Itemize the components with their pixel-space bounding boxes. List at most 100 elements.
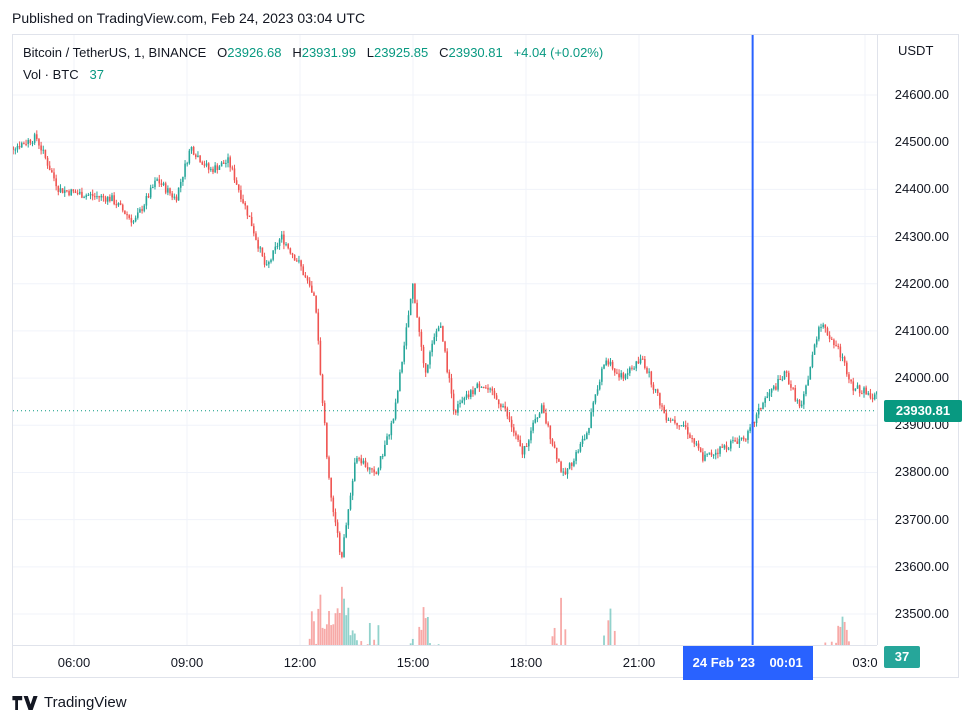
tradingview-logo-icon	[12, 695, 38, 710]
candle-body	[113, 195, 115, 205]
candle-body	[401, 361, 403, 373]
tradingview-footer[interactable]: TradingView	[12, 694, 127, 711]
candle-body	[115, 204, 118, 206]
candle-body	[287, 244, 289, 249]
candle-body	[790, 384, 792, 388]
candle-body	[250, 216, 253, 227]
candle-body	[583, 438, 586, 440]
candle-body	[130, 217, 133, 223]
time-tick-label: 15:00	[396, 655, 430, 670]
candle-body	[577, 451, 580, 453]
symbol-title[interactable]: Bitcoin / TetherUS, 1, BINANCE	[23, 45, 207, 60]
candle-body	[442, 326, 444, 342]
ohlc-legend[interactable]: Bitcoin / TetherUS, 1, BINANCE O23926.68…	[23, 45, 603, 60]
candle-body	[654, 389, 657, 391]
candle-body	[547, 423, 549, 426]
candle-body	[91, 194, 94, 197]
candle-body	[485, 387, 487, 389]
candle-body	[783, 371, 786, 380]
candle-body	[227, 157, 229, 163]
candle-body	[800, 404, 803, 407]
candle-body	[285, 244, 287, 246]
candle-body	[182, 176, 184, 182]
candle-body	[566, 468, 569, 475]
candle-body	[807, 379, 809, 386]
price-tick-label: 24500.00	[894, 134, 949, 150]
volume-bar	[560, 597, 562, 667]
candle-body	[295, 260, 298, 262]
candle-body	[199, 155, 201, 163]
candle-body	[674, 419, 676, 423]
candle-body	[405, 327, 408, 346]
candle-body	[659, 393, 661, 406]
candle-body	[311, 285, 313, 293]
candle-body	[534, 418, 537, 423]
candle-body	[682, 425, 685, 427]
open-value: 23926.68	[227, 45, 282, 60]
candle-body	[532, 422, 534, 431]
candle-body	[291, 253, 294, 255]
candle-body	[830, 338, 833, 340]
volume-bar	[843, 621, 846, 667]
candle-body	[375, 472, 378, 474]
chart-pane[interactable]: Bitcoin / TetherUS, 1, BINANCE O23926.68…	[1, 35, 904, 667]
volume-bar	[420, 629, 423, 667]
candle-body	[656, 389, 659, 394]
price-tick-label: 24200.00	[894, 275, 949, 291]
candle-body	[96, 196, 98, 198]
candle-body	[336, 522, 339, 533]
currency-label[interactable]: USDT	[898, 43, 934, 58]
candle-body	[693, 438, 696, 444]
candle-body	[545, 412, 547, 424]
candle-body	[815, 339, 818, 345]
candle-body	[124, 210, 126, 215]
candle-body	[76, 193, 79, 195]
open-label: O	[217, 45, 228, 60]
candle-body	[745, 439, 747, 441]
candle-body	[680, 425, 683, 427]
candle-body	[493, 390, 496, 396]
candle-body	[261, 247, 264, 257]
candle-body	[439, 326, 442, 328]
candle-body	[768, 392, 771, 397]
candle-body	[424, 363, 427, 373]
candle-body	[777, 379, 779, 390]
volume-value: 37	[89, 67, 104, 82]
candle-body	[278, 239, 281, 247]
candle-body	[169, 188, 171, 194]
candle-body	[369, 468, 371, 470]
candle-body	[641, 358, 644, 360]
candle-body	[25, 143, 27, 145]
candle-body	[399, 372, 401, 391]
candle-body	[760, 408, 762, 410]
price-tick-label: 24000.00	[894, 370, 949, 386]
candle-body	[72, 189, 75, 192]
candle-body	[706, 453, 708, 455]
candle-body	[121, 204, 124, 211]
candle-body	[87, 194, 90, 196]
volume-bar	[609, 608, 612, 667]
candle-body	[422, 346, 425, 364]
candle-body	[265, 264, 268, 266]
candle-body	[179, 181, 182, 188]
candle-body	[203, 164, 206, 166]
volume-bar	[319, 594, 322, 667]
candle-body	[474, 388, 476, 395]
candle-body	[334, 512, 337, 523]
candle-body	[596, 389, 599, 395]
candle-body	[349, 495, 352, 510]
price-tick-label: 23800.00	[894, 464, 949, 480]
candle-body	[652, 384, 655, 390]
volume-legend[interactable]: Vol · BTC 37	[23, 67, 104, 82]
candle-body	[139, 209, 141, 213]
published-caption: Published on TradingView.com, Feb 24, 20…	[12, 10, 366, 26]
candle-body	[497, 399, 500, 405]
price-axis[interactable]: USDT 24600.00 24500.00 24400.00 24300.00 242…	[877, 35, 962, 668]
candle-body	[427, 364, 429, 373]
price-tick-label: 23600.00	[894, 558, 949, 574]
candlestick-chart[interactable]	[1, 35, 904, 667]
candle-body	[691, 437, 693, 439]
candles	[1, 130, 904, 559]
candle-body	[560, 461, 562, 472]
time-axis[interactable]: 06:00 09:00 12:00 15:00 18:00 21:00 03:0 24 Fe…	[13, 645, 878, 680]
